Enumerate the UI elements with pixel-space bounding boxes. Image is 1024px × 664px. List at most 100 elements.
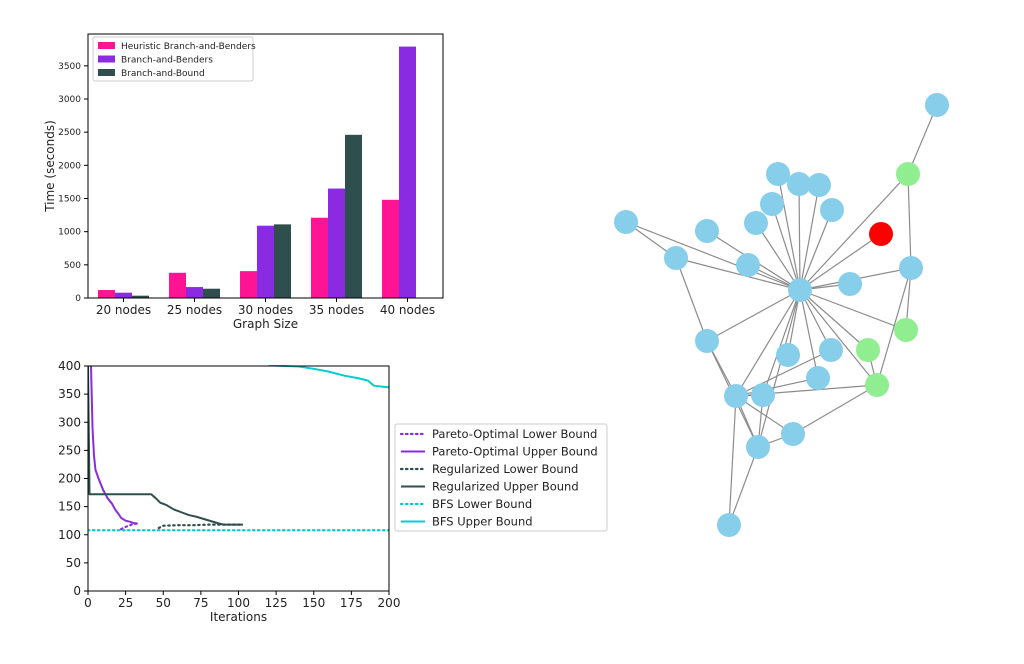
bar-xtick-label: 35 nodes bbox=[309, 303, 364, 317]
network-node bbox=[776, 343, 800, 367]
bar-legend-swatch bbox=[98, 55, 115, 63]
bar-2-0 bbox=[132, 295, 149, 298]
line-ytick-label: 0 bbox=[73, 584, 81, 598]
line-x-axis-label: Iterations bbox=[210, 610, 267, 624]
network-edge bbox=[777, 173, 801, 291]
network-nodes bbox=[614, 93, 949, 537]
network-edge bbox=[799, 289, 907, 331]
line-ytick-label: 300 bbox=[58, 415, 81, 429]
network-node bbox=[894, 318, 918, 342]
network-edge bbox=[799, 289, 819, 379]
bar-xtick-label: 30 nodes bbox=[238, 303, 293, 317]
bar-0-3 bbox=[311, 217, 328, 298]
line-xtick-label: 125 bbox=[265, 596, 288, 610]
line-ytick-label: 350 bbox=[58, 387, 81, 401]
network-node bbox=[896, 162, 920, 186]
bar-xtick-label: 20 nodes bbox=[96, 303, 151, 317]
bar-ytick-label: 2500 bbox=[58, 128, 81, 138]
network-edge bbox=[735, 349, 832, 397]
network-edge bbox=[755, 222, 801, 291]
line-ytick-label: 200 bbox=[58, 472, 81, 486]
network-edge bbox=[625, 221, 801, 291]
line-xtick-label: 50 bbox=[156, 596, 171, 610]
network-node bbox=[865, 373, 889, 397]
bar-1-0 bbox=[115, 292, 132, 298]
network-node bbox=[746, 435, 770, 459]
bar-ytick-label: 0 bbox=[75, 294, 81, 304]
line-ytick-label: 150 bbox=[58, 500, 81, 514]
line-legend-label: BFS Lower Bound bbox=[432, 497, 532, 511]
network-edge bbox=[757, 289, 801, 448]
line-ytick-label: 50 bbox=[66, 556, 81, 570]
line-ytick-label: 100 bbox=[58, 528, 81, 542]
bar-legend-label: Branch-and-Benders bbox=[121, 56, 213, 66]
network-edge bbox=[799, 289, 869, 351]
network-node bbox=[819, 338, 843, 362]
network-edge bbox=[675, 257, 708, 342]
bar-ytick-label: 1500 bbox=[58, 195, 81, 205]
bar-xtick-label: 25 nodes bbox=[167, 303, 222, 317]
bar-2-3 bbox=[345, 134, 362, 298]
network-node bbox=[736, 253, 760, 277]
network-node bbox=[744, 211, 768, 235]
network-node bbox=[760, 192, 784, 216]
bar-0-2 bbox=[240, 271, 257, 298]
network-edge bbox=[735, 289, 801, 397]
network-edge bbox=[771, 203, 801, 291]
network-node bbox=[787, 172, 811, 196]
bar-2-1 bbox=[203, 288, 220, 298]
line-series-2 bbox=[157, 523, 245, 530]
network-graph bbox=[614, 93, 949, 537]
network-node bbox=[751, 383, 775, 407]
line-series-0 bbox=[120, 522, 139, 531]
network-edge bbox=[799, 289, 878, 386]
network-edge bbox=[792, 384, 878, 435]
network-node bbox=[614, 210, 638, 234]
bar-1-2 bbox=[257, 225, 274, 298]
line-xtick-label: 75 bbox=[193, 596, 208, 610]
network-node bbox=[806, 366, 830, 390]
network-edge bbox=[799, 209, 833, 291]
line-series-5 bbox=[268, 365, 389, 389]
bar-legend-label: Heuristic Branch-and-Benders bbox=[121, 42, 256, 52]
line-xtick-label: 175 bbox=[340, 596, 363, 610]
bar-ytick-label: 1000 bbox=[58, 228, 81, 238]
line-chart-plot bbox=[88, 365, 389, 532]
network-edge bbox=[675, 257, 801, 291]
network-node bbox=[925, 93, 949, 117]
network-node bbox=[788, 278, 812, 302]
bar-legend: Heuristic Branch-and-Benders Branch-and-B… bbox=[92, 36, 256, 82]
bar-1-1 bbox=[186, 287, 203, 298]
bar-legend-box bbox=[92, 36, 254, 82]
network-node bbox=[781, 422, 805, 446]
network-edge bbox=[706, 289, 801, 342]
bar-chart-plot bbox=[98, 46, 416, 299]
network-node bbox=[717, 513, 741, 537]
network-edge bbox=[907, 104, 938, 175]
bar-y-axis-label: Time (seconds) bbox=[43, 120, 57, 213]
network-node bbox=[899, 256, 923, 280]
network-edge bbox=[799, 233, 882, 291]
bar-ytick-label: 3000 bbox=[58, 95, 81, 105]
network-edge bbox=[728, 446, 759, 526]
line-legend-label: Pareto-Optimal Lower Bound bbox=[432, 427, 597, 441]
bar-legend-label: Branch-and-Bound bbox=[121, 69, 205, 79]
network-node bbox=[724, 384, 748, 408]
line-series-1 bbox=[90, 365, 138, 525]
network-node bbox=[856, 338, 880, 362]
network-edge bbox=[799, 184, 820, 291]
bar-0-4 bbox=[382, 199, 399, 298]
line-plot-frame bbox=[87, 365, 390, 592]
line-xtick-label: 200 bbox=[378, 596, 401, 610]
network-node bbox=[807, 173, 831, 197]
line-legend-label: Pareto-Optimal Upper Bound bbox=[432, 445, 598, 459]
line-series-3 bbox=[88, 365, 244, 526]
bar-0-1 bbox=[169, 272, 186, 298]
network-edge bbox=[735, 377, 819, 397]
bar-ytick-label: 3500 bbox=[58, 62, 81, 72]
bar-0-0 bbox=[98, 290, 115, 298]
network-node bbox=[695, 219, 719, 243]
line-ytick-label: 400 bbox=[58, 359, 81, 373]
bar-1-4 bbox=[399, 46, 416, 299]
